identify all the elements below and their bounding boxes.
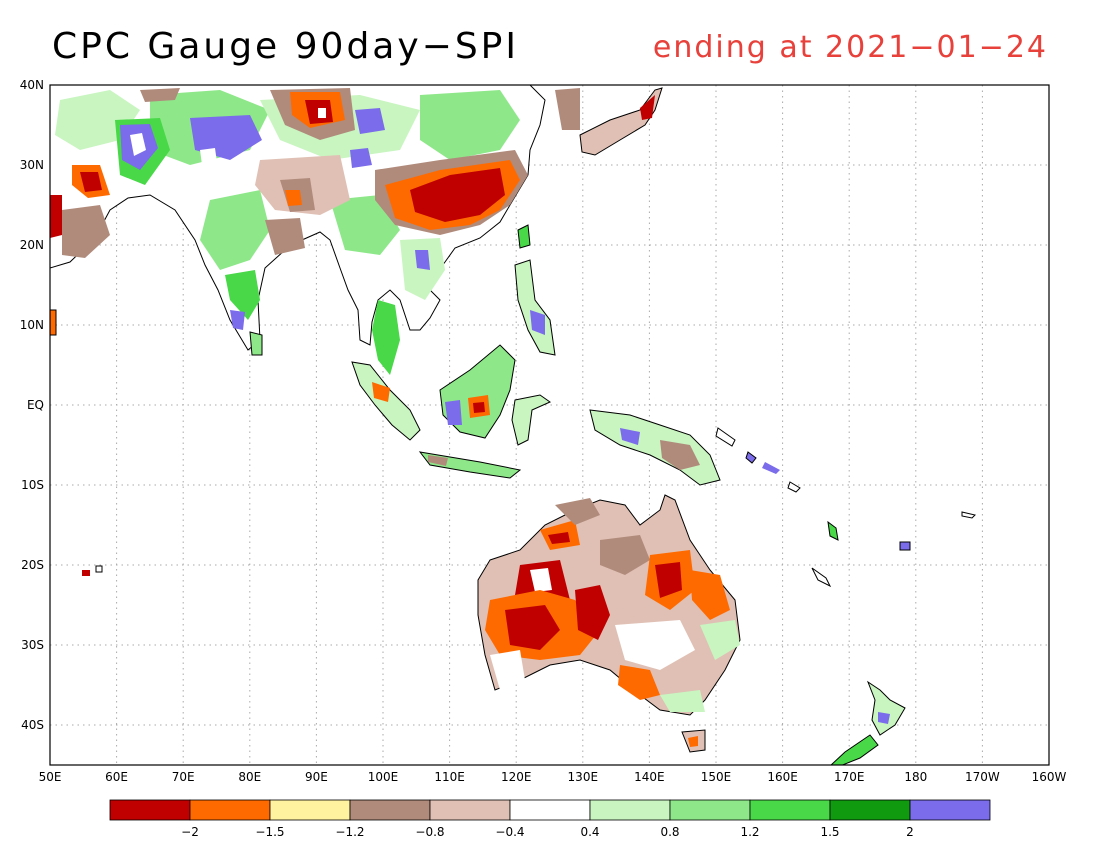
lat-tick-label: 20S bbox=[21, 558, 44, 572]
color-legend: −2 −1.5 −1.2 −0.8 −0.4 0.4 0.8 1.2 1.5 2 bbox=[109, 799, 991, 839]
axis-ticks: 40N 30N 20N 10N EQ 10S 20S 30S 40S 50E 60E 70E 80E 90… bbox=[20, 78, 1067, 784]
legend-swatch bbox=[669, 799, 751, 821]
lat-tick-label: 10S bbox=[21, 478, 44, 492]
legend-label: 0.8 bbox=[660, 825, 679, 839]
map-title: CPC Gauge 90day−SPI bbox=[52, 26, 520, 67]
lon-tick-label: 100E bbox=[368, 770, 399, 784]
lon-tick-label: 130E bbox=[568, 770, 599, 784]
lon-tick-label: 150E bbox=[701, 770, 732, 784]
lon-tick-label: 110E bbox=[434, 770, 465, 784]
lon-tick-label: 180 bbox=[904, 770, 927, 784]
lat-tick-label: 20N bbox=[20, 238, 44, 252]
legend-label: −1.5 bbox=[255, 825, 284, 839]
lon-tick-label: 70E bbox=[172, 770, 195, 784]
lat-tick-label: 30S bbox=[21, 638, 44, 652]
legend-swatch bbox=[349, 799, 431, 821]
lon-tick-label: 140E bbox=[634, 770, 665, 784]
lon-tick-label: 120E bbox=[501, 770, 532, 784]
map-date-label: ending at 2021−01−24 bbox=[652, 30, 1048, 65]
legend-swatch bbox=[829, 799, 911, 821]
legend-swatch bbox=[509, 799, 591, 821]
lat-tick-label: 30N bbox=[20, 158, 44, 172]
lon-tick-label: 160W bbox=[1032, 770, 1067, 784]
legend-swatch bbox=[269, 799, 351, 821]
new-zealand-south bbox=[830, 734, 879, 765]
lat-tick-label: 10N bbox=[20, 318, 44, 332]
lat-tick-label: EQ bbox=[27, 398, 44, 412]
java-island bbox=[418, 451, 522, 479]
legend-swatch bbox=[589, 799, 671, 821]
lat-tick-label: 40S bbox=[21, 718, 44, 732]
legend-label: 0.4 bbox=[580, 825, 599, 839]
new-zealand-north bbox=[866, 680, 906, 736]
japan-islands bbox=[579, 87, 663, 156]
australia-landmass bbox=[477, 494, 741, 716]
lon-tick-label: 170W bbox=[965, 770, 1000, 784]
legend-swatch bbox=[189, 799, 271, 821]
lon-tick-label: 90E bbox=[305, 770, 328, 784]
legend-label: 1.2 bbox=[740, 825, 759, 839]
legend-swatch bbox=[429, 799, 511, 821]
asia-landmass bbox=[50, 85, 580, 375]
lon-tick-label: 60E bbox=[105, 770, 128, 784]
lon-tick-label: 170E bbox=[834, 770, 865, 784]
legend-label: −0.4 bbox=[495, 825, 524, 839]
philippines-islands bbox=[514, 259, 556, 356]
legend-label: −0.8 bbox=[415, 825, 444, 839]
legend-label: 2 bbox=[906, 825, 914, 839]
map-frame bbox=[49, 84, 1050, 766]
sulawesi-island bbox=[511, 394, 552, 446]
lon-tick-label: 160E bbox=[767, 770, 798, 784]
lat-tick-label: 40N bbox=[20, 78, 44, 92]
legend-swatch bbox=[909, 799, 991, 821]
land-layer bbox=[50, 85, 976, 765]
lon-tick-label: 80E bbox=[238, 770, 261, 784]
legend-swatch bbox=[749, 799, 831, 821]
legend-label: −2 bbox=[181, 825, 199, 839]
new-guinea-island bbox=[589, 409, 721, 486]
legend-swatch bbox=[109, 799, 191, 821]
lon-tick-label: 50E bbox=[39, 770, 62, 784]
legend-label: 1.5 bbox=[820, 825, 839, 839]
legend-label: −1.2 bbox=[335, 825, 364, 839]
